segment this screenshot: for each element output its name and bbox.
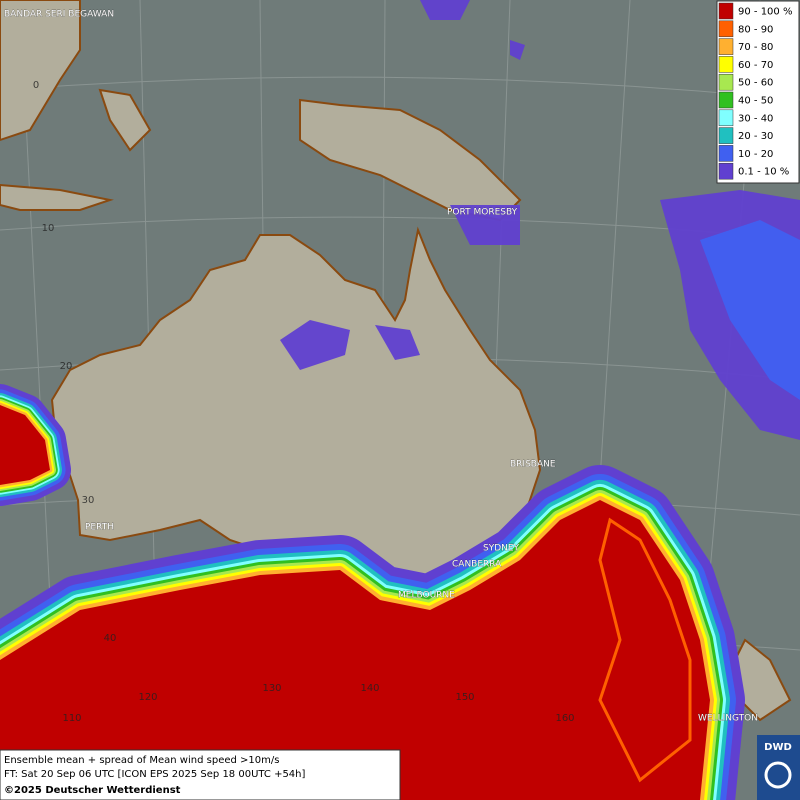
caption-line: ©2025 Deutscher Wetterdienst [4, 785, 181, 796]
probability-patch [510, 40, 525, 60]
probability-core [598, 517, 692, 783]
legend-label: 50 - 60 [738, 78, 773, 89]
legend-swatch [718, 162, 734, 180]
city-label: MELBOURNE [398, 591, 455, 601]
legend-label: 20 - 30 [738, 131, 773, 142]
city-label: BRISBANE [510, 460, 556, 470]
legend-label: 40 - 50 [738, 96, 773, 107]
grid-label: 140 [360, 683, 379, 694]
city-label: WELLINGTON [698, 714, 758, 724]
city-label: PERTH [85, 523, 114, 533]
city-label: CANBERRA [452, 560, 502, 570]
caption-box [0, 749, 401, 800]
legend-label: 10 - 20 [738, 149, 773, 160]
caption-line: FT: Sat 20 Sep 06 UTC [ICON EPS 2025 Sep… [4, 769, 306, 780]
grid-label: 130 [262, 683, 281, 694]
legend-label: 90 - 100 % [738, 7, 792, 18]
probability-core [0, 405, 50, 485]
probability-patch [420, 0, 470, 20]
grid-label: 120 [138, 692, 157, 703]
probability-patch [450, 205, 520, 245]
legend-label: 70 - 80 [738, 42, 773, 53]
probability-core [0, 500, 710, 800]
grid-label: 30 [82, 495, 95, 506]
grid-label: 10 [42, 223, 55, 234]
caption-line: Ensemble mean + spread of Mean wind spee… [4, 755, 279, 766]
logo-icon [764, 761, 792, 789]
grid-label: 160 [555, 713, 574, 724]
legend-swatch [718, 109, 734, 127]
legend-label: 30 - 40 [738, 113, 773, 124]
grid-label: 40 [104, 633, 117, 644]
legend-swatch [718, 38, 734, 55]
grid-label: 150 [455, 692, 474, 703]
logo-box [757, 735, 800, 800]
legend: 90 - 100 % 80 - 90 70 - 80 60 - 70 50 - 60 40… [716, 0, 800, 184]
legend-swatch [718, 20, 734, 38]
city-label: PORT MORESBY [447, 208, 518, 218]
probability-patch [375, 325, 420, 360]
legend-swatch [718, 2, 734, 20]
city-label: BANDAR SERI BEGAWAN [4, 10, 114, 20]
legend-label: 0.1 - 10 % [738, 167, 789, 178]
map-labels: BANDAR SERI BEGAWAN PORT MORESBY BRISBANE P… [4, 9, 758, 724]
legend-label: 80 - 90 [738, 24, 773, 35]
grid-label: 20 [60, 361, 73, 372]
legend-swatch [718, 56, 734, 73]
legend-swatch [718, 91, 734, 109]
grid-label: 110 [62, 713, 81, 724]
grid-label: 0 [33, 80, 39, 91]
logo: DWD [764, 742, 792, 753]
probability-patch [280, 320, 350, 370]
probability-patch [700, 220, 800, 400]
city-label: SYDNEY [483, 544, 520, 554]
legend-swatch [718, 145, 734, 162]
legend-swatch [718, 127, 734, 144]
legend-label: 60 - 70 [738, 60, 773, 71]
legend-swatch [718, 73, 734, 91]
